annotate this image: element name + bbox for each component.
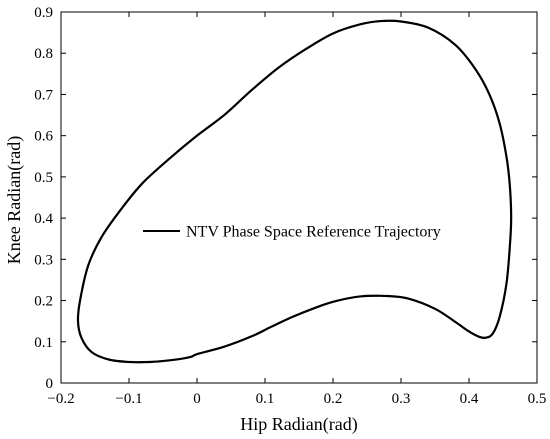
- x-axis-label: Hip Radian(rad): [240, 414, 357, 435]
- y-tick-label: 0: [46, 376, 54, 392]
- y-tick-label: 0.9: [34, 5, 53, 21]
- x-tick-label: 0.1: [256, 391, 275, 407]
- x-tick-label: 0.2: [324, 391, 343, 407]
- x-tick-label: 0.3: [392, 391, 411, 407]
- x-tick-label: 0.5: [528, 391, 547, 407]
- y-tick-label: 0.5: [34, 170, 53, 186]
- x-tick-label: 0.4: [460, 391, 479, 407]
- x-tick-label: −0.1: [115, 391, 142, 407]
- legend-label: NTV Phase Space Reference Trajectory: [186, 224, 441, 241]
- trajectory-line: [76, 19, 513, 364]
- tick-labels: −0.2 −0.1 0 0.1 0.2 0.3 0.4 0.5 0 0.1 0.2 0.3 0.4 0.5…: [34, 5, 546, 407]
- plot-frame: [60, 11, 538, 384]
- y-tick-label: 0.6: [34, 129, 53, 145]
- y-tick-label: 0.8: [34, 46, 53, 62]
- y-axis-label: Knee Radian(rad): [4, 136, 25, 264]
- y-tick-label: 0.2: [34, 294, 53, 310]
- legend: NTV Phase Space Reference Trajectory: [143, 224, 441, 241]
- x-tick-label: −0.2: [47, 391, 74, 407]
- y-tick-label: 0.1: [34, 335, 53, 351]
- y-tick-label: 0.3: [34, 252, 53, 268]
- y-tick-label: 0.4: [34, 211, 53, 227]
- y-tick-label: 0.7: [34, 87, 53, 103]
- ticks: [60, 11, 538, 384]
- x-tick-label: 0: [193, 391, 201, 407]
